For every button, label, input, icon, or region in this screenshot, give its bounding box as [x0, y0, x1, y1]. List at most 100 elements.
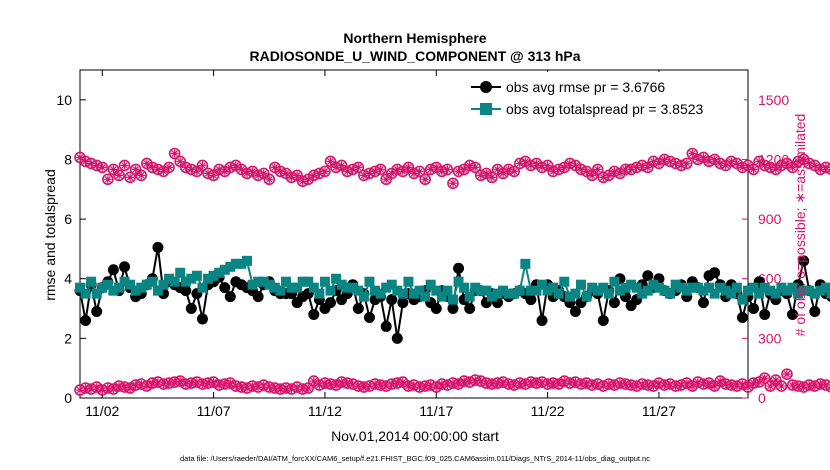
- y-axis-label: rmse and totalspread: [42, 169, 58, 301]
- x-tick-label: 11/02: [85, 403, 119, 419]
- obs-possible-top-point-star: [744, 161, 752, 170]
- spread-point: [236, 258, 247, 269]
- obs-possible-top-point: [825, 163, 830, 175]
- spread-point: [743, 285, 753, 296]
- spread-point: [375, 288, 386, 299]
- obs-possible-top-point-star: [410, 169, 418, 178]
- obs-possible-bottom-point-star: [126, 384, 135, 393]
- obs-possible-top-point-star: [243, 169, 251, 178]
- obs-possible-top-point-ring: [352, 161, 365, 174]
- obs-possible-bottom-point-ring: [820, 379, 830, 391]
- obs-possible-top-point-star: [771, 165, 780, 174]
- y2-tick-label: 300: [758, 330, 782, 346]
- footnote: data file: /Users/raeder/DAI/ATM_forcXX/…: [180, 454, 650, 463]
- spread-point: [514, 285, 525, 296]
- obs-possible-bottom-point-star: [137, 380, 146, 389]
- obs-possible-top-point-star: [204, 169, 213, 178]
- obs-possible-top-point-star: [799, 155, 808, 164]
- obs-possible-bottom-point-star: [365, 382, 374, 391]
- obs-possible-bottom-point-star: [654, 379, 663, 388]
- obs-possible-top-point-star: [755, 157, 764, 166]
- obs-possible-top-point-star: [209, 171, 218, 180]
- obs-possible-top-point-star: [215, 165, 224, 174]
- spread-point: [676, 282, 687, 293]
- obs-possible-top-point-ring: [163, 161, 175, 174]
- obs-possible-bottom-point-star: [332, 381, 341, 390]
- obs-possible-top-point-star: [170, 149, 179, 158]
- spread-point: [253, 276, 264, 287]
- obs-possible-top-point: [168, 147, 181, 160]
- spread-point: [130, 285, 141, 296]
- obs-possible-top-point: [486, 171, 498, 184]
- spread-point: [219, 264, 230, 275]
- obs-possible-top-point-star: [270, 163, 279, 172]
- obs-possible-top-point-star: [588, 171, 597, 180]
- obs-possible-top-point-star: [109, 165, 118, 174]
- obs-possible-bottom-point-star: [76, 386, 84, 395]
- obs-possible-top-point-star: [582, 167, 591, 176]
- rmse-point: [180, 285, 192, 297]
- obs-possible-bottom-point-ring: [302, 382, 315, 394]
- obs-possible-top-point-ring: [419, 173, 431, 186]
- obs-possible-bottom-point: [820, 379, 830, 391]
- spread-point: [748, 282, 759, 293]
- spread-point: [336, 279, 347, 290]
- chart-title: Northern Hemisphere: [343, 30, 486, 46]
- obs-possible-top-point: [118, 159, 131, 172]
- rmse-point: [325, 297, 336, 309]
- spread-point: [141, 279, 152, 290]
- obs-possible-bottom-point-star: [209, 378, 218, 387]
- obs-possible-top-point-star: [309, 171, 318, 180]
- spread-point: [420, 291, 431, 302]
- obs-possible-top-point-star: [376, 165, 385, 174]
- spread-point: [169, 276, 180, 287]
- obs-possible-bottom-point-star: [293, 383, 302, 392]
- legend-box: [468, 72, 744, 122]
- obs-possible-bottom-point: [825, 381, 830, 393]
- spread-point: [525, 285, 536, 296]
- spread-point: [358, 291, 369, 302]
- obs-possible-top-point-star: [487, 173, 496, 182]
- spread-point: [175, 267, 186, 278]
- spread-point: [820, 282, 830, 293]
- spread-point: [453, 276, 464, 287]
- spread-point: [208, 270, 219, 281]
- spread-point: [542, 285, 553, 296]
- obs-possible-top-point-star: [187, 165, 196, 174]
- obs-possible-top-point-ring: [113, 169, 125, 182]
- rmse-point: [759, 309, 771, 321]
- spread-point: [80, 288, 91, 299]
- spread-point: [765, 285, 776, 296]
- rmse-point: [185, 303, 197, 315]
- spread-point: [614, 285, 625, 296]
- spread-point: [776, 282, 787, 293]
- y-tick-label: 8: [64, 151, 72, 167]
- obs-possible-top-point-star: [114, 171, 123, 180]
- obs-possible-bottom-point-star: [153, 378, 162, 387]
- spread-point: [665, 288, 676, 299]
- obs-possible-top-point-star: [510, 167, 519, 176]
- obs-possible-top-point-ring: [820, 161, 830, 174]
- rmse-point: [709, 267, 721, 279]
- obs-possible-top-point-ring: [374, 163, 387, 176]
- spread-point: [770, 288, 781, 299]
- obs-possible-bottom-point-ring: [825, 381, 830, 393]
- obs-possible-top-point: [263, 173, 276, 186]
- obs-possible-bottom-point-ring: [758, 372, 771, 384]
- spread-point: [409, 288, 419, 299]
- spread-point: [587, 282, 598, 293]
- obs-possible-top-point-star: [727, 157, 736, 166]
- spread-point: [781, 285, 792, 296]
- obs-possible-top-point-star: [515, 159, 524, 168]
- obs-possible-bottom-point-star: [432, 383, 441, 392]
- spread-point: [342, 282, 353, 293]
- spread-point: [603, 288, 614, 299]
- obs-possible-top-point-star: [181, 163, 190, 172]
- spread-point: [653, 282, 664, 293]
- obs-possible-top-point-star: [92, 161, 101, 170]
- y-tick-label: 10: [56, 92, 72, 108]
- legend-spread-label: obs avg totalspread pr = 3.8523: [506, 101, 704, 117]
- obs-possible-top-point-star: [716, 159, 725, 168]
- obs-possible-top-point-star: [599, 173, 608, 182]
